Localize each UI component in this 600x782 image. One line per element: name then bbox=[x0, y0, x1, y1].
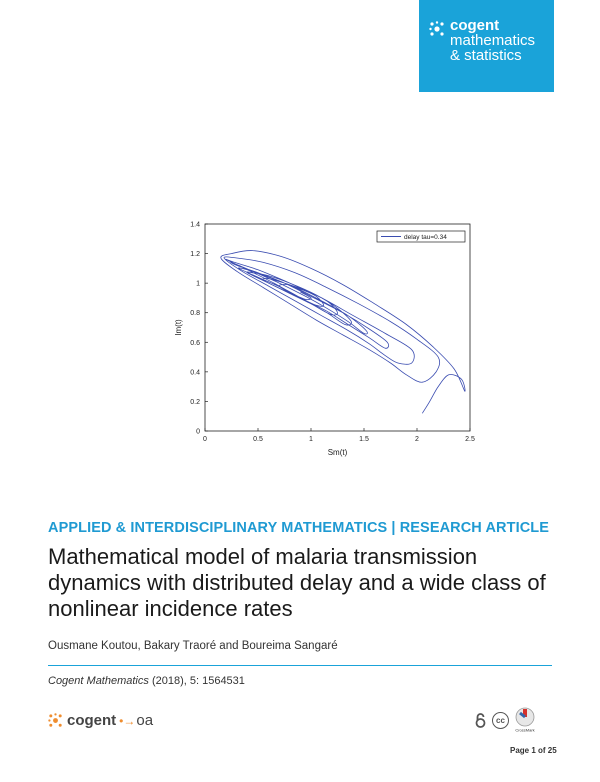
y-tick-label: 0.2 bbox=[190, 399, 200, 406]
creative-commons-icon[interactable]: cc bbox=[492, 711, 509, 729]
y-tick-label: 0.8 bbox=[190, 310, 200, 317]
cogent-dots-logo-icon bbox=[429, 21, 444, 36]
phase-plot-figure: 0 0.5 1 1.5 2 2.5 0 0.2 0.4 0.6 0.8 1 1.2 1.4 Sm(t) I… bbox=[168, 215, 478, 460]
x-tick-label: 0 bbox=[203, 436, 207, 443]
citation-journal: Cogent Mathematics bbox=[48, 675, 149, 687]
phase-plot-chart: 0 0.5 1 1.5 2 2.5 0 0.2 0.4 0.6 0.8 1 1.2 1.4 Sm(t) I… bbox=[174, 222, 475, 458]
x-tick-label: 0.5 bbox=[253, 436, 263, 443]
license-badges: cc CrossMark bbox=[472, 707, 536, 733]
open-access-icon[interactable] bbox=[472, 712, 489, 729]
series-line bbox=[220, 250, 466, 414]
article-citation: Cogent Mathematics (2018), 5: 1564531 bbox=[48, 675, 245, 687]
x-tick-label: 2 bbox=[415, 436, 419, 443]
page-number: Page 1 of 25 bbox=[510, 746, 557, 755]
divider bbox=[48, 665, 552, 666]
footer-logo-cogent: cogent bbox=[67, 712, 117, 729]
brand-subject-line1: mathematics bbox=[450, 32, 536, 49]
plot-frame bbox=[204, 223, 471, 432]
brand-subject-line2: & statistics bbox=[450, 47, 522, 64]
legend-entry: delay tau=0.34 bbox=[404, 234, 447, 241]
cogent-dots-icon bbox=[48, 713, 62, 727]
footer-logo-oa: oa bbox=[136, 712, 154, 729]
journal-brand-box: cogent mathematics & statistics bbox=[419, 0, 554, 92]
x-tick-label: 1 bbox=[309, 436, 313, 443]
article-category: APPLIED & INTERDISCIPLINARY MATHEMATICS … bbox=[48, 520, 549, 536]
x-tick-label: 2.5 bbox=[465, 436, 475, 443]
cogent-oa-logo[interactable]: cogent •→ oa bbox=[48, 712, 153, 729]
y-tick-label: 1 bbox=[196, 281, 200, 288]
chart-legend: delay tau=0.34 bbox=[376, 230, 466, 243]
y-tick-label: 0.6 bbox=[190, 340, 200, 347]
x-axis-label: Sm(t) bbox=[328, 448, 348, 457]
article-authors: Ousmane Koutou, Bakary Traoré and Bourei… bbox=[48, 640, 338, 652]
svg-text:CrossMark: CrossMark bbox=[515, 728, 534, 733]
brand-name: cogent bbox=[450, 17, 500, 34]
y-tick-label: 0.4 bbox=[190, 369, 200, 376]
y-tick-label: 1.2 bbox=[190, 251, 200, 258]
crossmark-icon[interactable]: CrossMark bbox=[514, 707, 536, 733]
y-tick-label: 1.4 bbox=[190, 222, 200, 229]
y-tick-label: 0 bbox=[196, 429, 200, 436]
x-tick-label: 1.5 bbox=[359, 436, 369, 443]
arrow-icon: •→ bbox=[119, 713, 136, 728]
citation-details: (2018), 5: 1564531 bbox=[148, 675, 245, 687]
article-title: Mathematical model of malaria transmissi… bbox=[48, 544, 546, 621]
y-axis-label: Im(t) bbox=[174, 319, 183, 336]
